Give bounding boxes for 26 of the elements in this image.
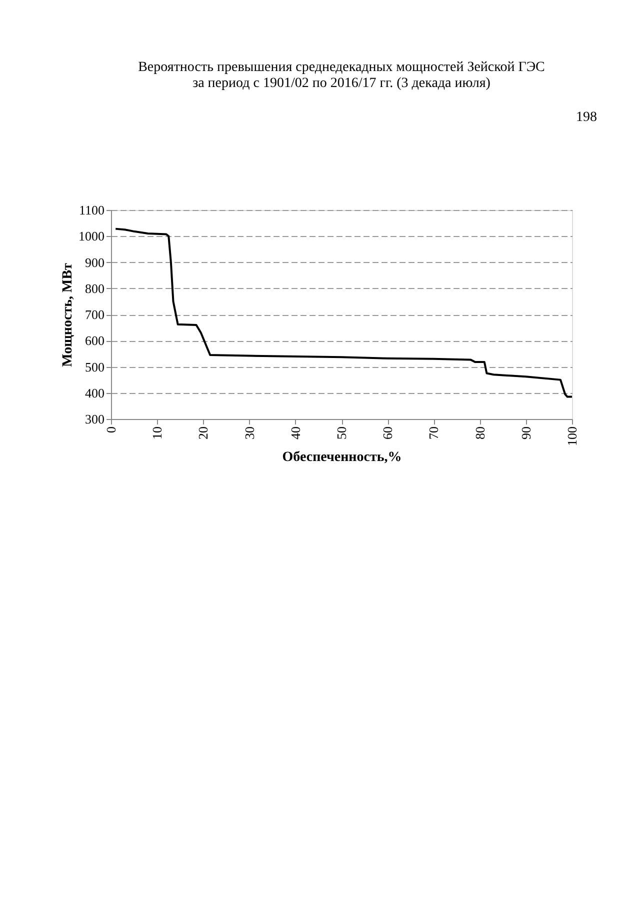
y-tick-label: 300 — [85, 412, 104, 426]
x-tick-label: 30 — [242, 426, 257, 440]
x-tick-label: 70 — [426, 426, 442, 440]
x-tick-label: 40 — [288, 426, 303, 440]
y-axis-title: Мощность, МВт — [60, 262, 76, 367]
y-tick-label: 400 — [85, 385, 104, 400]
x-tick-label: 10 — [150, 426, 165, 440]
x-tick-label: 90 — [518, 426, 534, 440]
y-tick-label: 600 — [85, 333, 104, 348]
y-tick-label: 1000 — [78, 228, 104, 244]
x-tick-label: 100 — [564, 426, 580, 446]
text: 198 — [576, 110, 597, 125]
y-tick-label: 700 — [85, 307, 104, 322]
x-tick-label: 60 — [380, 426, 396, 440]
text: Вероятность превышения среднедекадных мощностей Зейской ГЭС — [138, 60, 545, 75]
line-series — [114, 228, 572, 398]
y-tick-label: 1100 — [78, 202, 104, 218]
y-tick-label: 500 — [85, 359, 104, 374]
x-tick-label: 0 — [104, 426, 118, 433]
x-tick-label: 50 — [334, 426, 349, 440]
text: за период с 1901/02 по 2016/17 гг. (3 декада июля) — [192, 76, 490, 91]
x-axis-title: Обеспеченность,% — [282, 450, 402, 465]
y-tick-label: 900 — [85, 254, 104, 270]
y-tick-label: 800 — [85, 280, 104, 296]
x-tick-label: 80 — [472, 426, 488, 440]
x-tick-label: 20 — [196, 426, 211, 440]
